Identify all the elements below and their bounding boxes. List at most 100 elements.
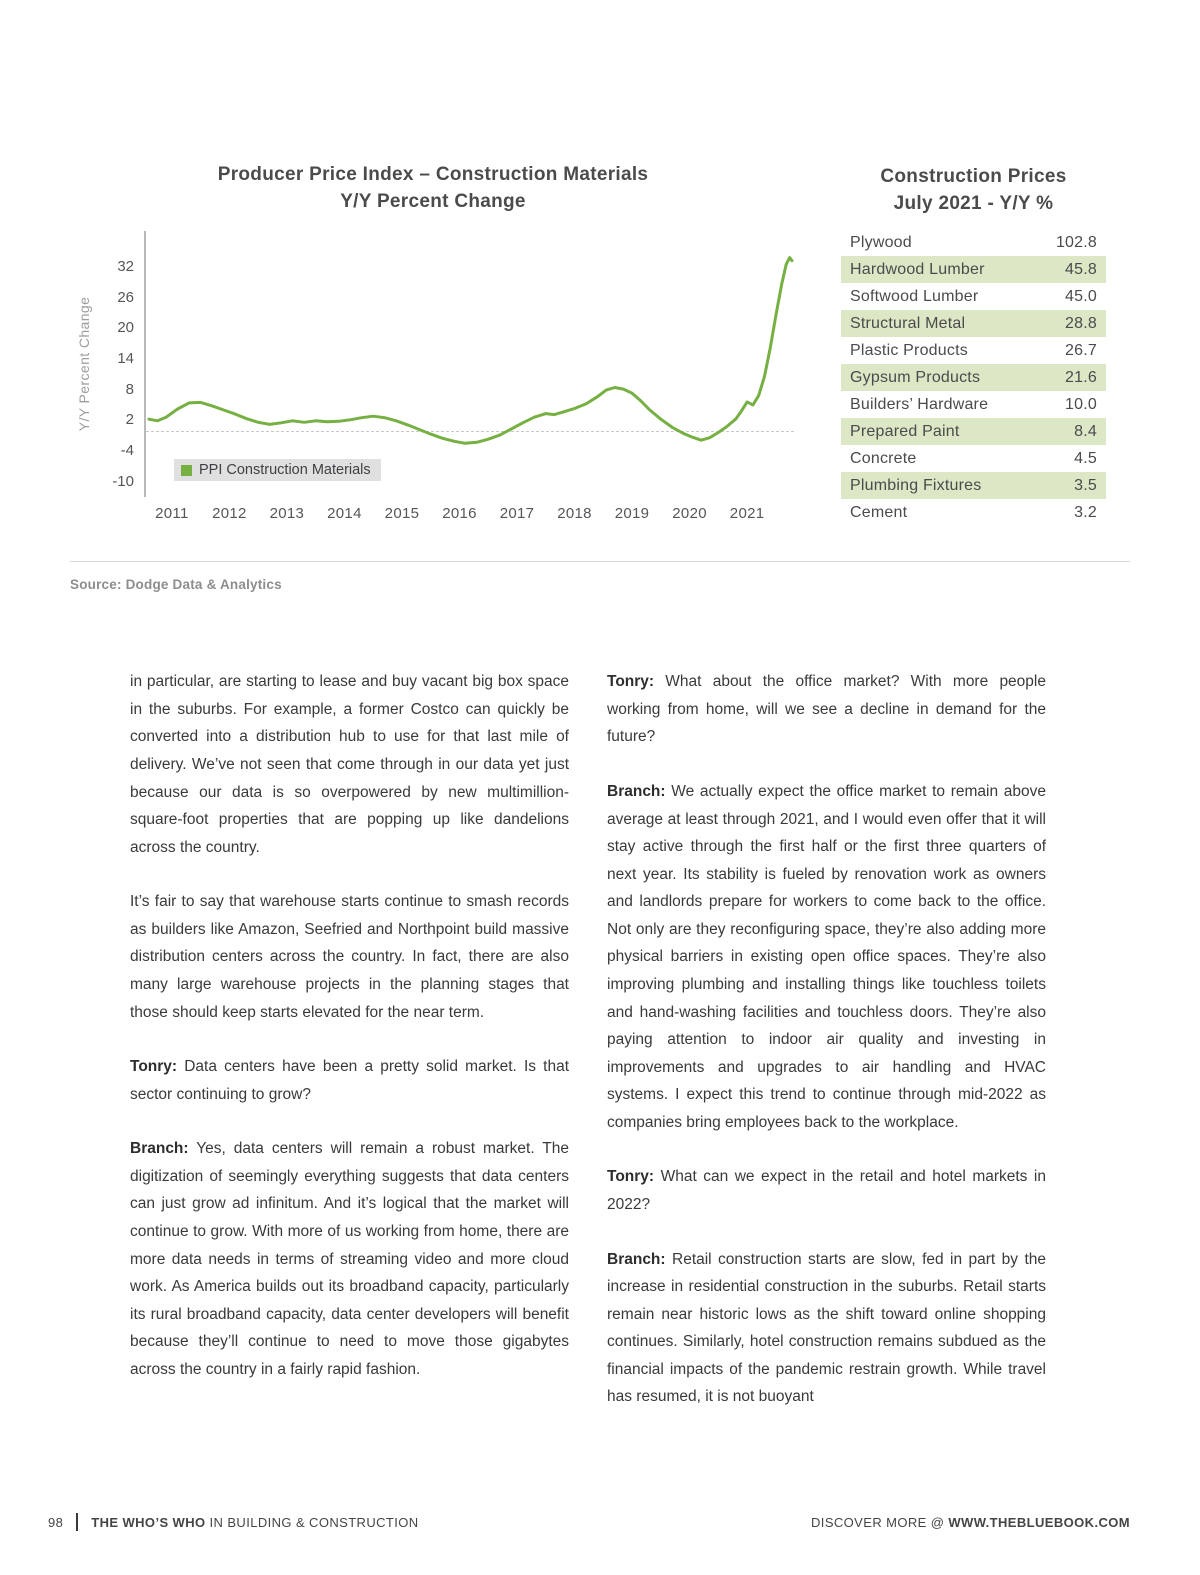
- chart-body: Y/Y Percent Change 32 26 20 14 8 2 -4 -10 PPI C…: [70, 231, 796, 498]
- article-paragraph: Branch: Yes, data centers will remain a …: [130, 1140, 569, 1378]
- y-tick-label: -10: [112, 472, 134, 490]
- speaker-label: Branch:: [130, 1140, 189, 1158]
- material-value: 10.0: [1065, 395, 1097, 413]
- speaker-label: Tonry:: [607, 1168, 655, 1186]
- article-body: in particular, are starting to lease and…: [0, 592, 1200, 1438]
- article-paragraph: It’s fair to say that warehouse starts c…: [130, 893, 569, 1021]
- x-tick-label: 2018: [557, 505, 592, 523]
- y-tick-label: -4: [120, 442, 134, 460]
- footer-right: DISCOVER MORE @ WWW.THEBLUEBOOK.COM: [811, 1515, 1130, 1530]
- y-tick-label: 20: [117, 319, 134, 337]
- x-tick-label: 2012: [212, 505, 247, 523]
- legend-label: PPI Construction Materials: [199, 462, 371, 479]
- y-tick-label: 26: [117, 288, 134, 306]
- chart-title-line2: Y/Y Percent Change: [340, 190, 526, 212]
- material-label: Softwood Lumber: [850, 287, 979, 305]
- material-label: Builders’ Hardware: [850, 395, 989, 413]
- material-label: Concrete: [850, 449, 917, 467]
- speaker-label: Branch:: [607, 1250, 666, 1268]
- price-row: Softwood Lumber 45.0: [841, 283, 1106, 310]
- material-value: 8.4: [1074, 422, 1097, 440]
- chart-legend: PPI Construction Materials: [174, 459, 381, 482]
- y-axis-title: Y/Y Percent Change: [70, 231, 98, 497]
- article-paragraph: Branch: We actually expect the office ma…: [607, 782, 1046, 1131]
- y-tick-label: 2: [125, 411, 134, 429]
- price-row: Gypsum Products 21.6: [841, 364, 1106, 392]
- price-row: Concrete 4.5: [841, 445, 1106, 472]
- page-number: 98: [48, 1514, 64, 1530]
- ppi-series-line: [147, 256, 794, 445]
- page-footer: 98 THE WHO’S WHO IN BUILDING & CONSTRUCT…: [48, 1513, 1130, 1531]
- plot-area: PPI Construction Materials: [144, 231, 794, 498]
- chart-title: Producer Price Index – Construction Mate…: [70, 162, 796, 215]
- speaker-label: Tonry:: [607, 673, 655, 691]
- x-tick-label: 2016: [442, 505, 477, 523]
- price-rows: Plywood 102.8 Hardwood Lumber 45.8 Softwood …: [841, 229, 1106, 526]
- speaker-label: Tonry:: [130, 1058, 178, 1076]
- x-tick-label: 2014: [327, 505, 362, 523]
- legend-swatch-icon: [181, 464, 192, 476]
- price-row: Builders’ Hardware 10.0: [841, 391, 1106, 418]
- table-title: Construction Prices July 2021 - Y/Y %: [841, 164, 1106, 217]
- material-label: Prepared Paint: [850, 422, 960, 440]
- x-tick-label: 2021: [729, 505, 765, 523]
- footer-publication-bold: THE WHO’S WHO: [91, 1514, 206, 1530]
- chart-canvas: [147, 256, 794, 445]
- article-paragraph: Branch: Retail construction starts are s…: [607, 1250, 1046, 1406]
- table-title-line1: Construction Prices: [880, 166, 1067, 187]
- footer-website-url: WWW.THEBLUEBOOK.COM: [948, 1514, 1130, 1530]
- material-value: 3.5: [1074, 476, 1097, 494]
- section-divider: [70, 561, 1130, 563]
- price-row: Plywood 102.8: [841, 229, 1106, 256]
- material-label: Plywood: [850, 233, 912, 251]
- material-value: 21.6: [1065, 368, 1097, 386]
- material-value: 28.8: [1065, 314, 1097, 332]
- footer-divider-bar: [76, 1513, 79, 1531]
- zero-gridline: [146, 430, 794, 432]
- x-tick-label: 2015: [384, 505, 420, 523]
- material-value: 45.8: [1065, 260, 1097, 278]
- material-label: Cement: [850, 503, 908, 521]
- x-tick-label: 2019: [614, 505, 650, 523]
- material-label: Structural Metal: [850, 314, 966, 332]
- material-label: Plastic Products: [850, 341, 968, 359]
- y-tick-label: 32: [117, 257, 134, 275]
- x-axis-labels: 2011 2012 2013 2014 2015 2016 2017 2018 2019 2020…: [146, 505, 796, 527]
- y-axis-ticks: 32 26 20 14 8 2 -4 -10: [98, 231, 144, 497]
- article-left-column: in particular, are starting to lease and…: [130, 668, 569, 1438]
- price-row: Plumbing Fixtures 3.5: [841, 472, 1106, 500]
- x-tick-label: 2011: [155, 505, 189, 523]
- material-value: 45.0: [1065, 287, 1097, 305]
- article-paragraph: in particular, are starting to lease and…: [130, 673, 569, 856]
- price-row: Structural Metal 28.8: [841, 310, 1106, 338]
- source-credit: Source: Dodge Data & Analytics: [70, 577, 282, 593]
- table-title-line2: July 2021 - Y/Y %: [893, 192, 1054, 214]
- price-row: Cement 3.2: [841, 499, 1106, 526]
- price-row: Prepared Paint 8.4: [841, 418, 1106, 446]
- footer-discover-text: DISCOVER MORE @: [811, 1514, 949, 1530]
- price-row: Plastic Products 26.7: [841, 337, 1106, 364]
- x-tick-label: 2017: [499, 505, 535, 523]
- material-value: 102.8: [1055, 233, 1097, 251]
- y-axis-title-text: Y/Y Percent Change: [76, 296, 92, 432]
- figures-section: Producer Price Index – Construction Mate…: [0, 0, 1200, 527]
- footer-publication: THE WHO’S WHO IN BUILDING & CONSTRUCTION: [91, 1515, 418, 1530]
- footer-publication-rest: IN BUILDING & CONSTRUCTION: [205, 1514, 419, 1530]
- article-right-column: Tonry: What about the office market? Wit…: [607, 668, 1046, 1438]
- x-tick-label: 2013: [269, 505, 305, 523]
- speaker-label: Branch:: [607, 782, 666, 800]
- x-tick-label: 2020: [672, 505, 707, 523]
- material-label: Hardwood Lumber: [850, 260, 985, 278]
- material-value: 3.2: [1074, 503, 1097, 521]
- price-row: Hardwood Lumber 45.8: [841, 256, 1106, 284]
- material-value: 26.7: [1065, 341, 1097, 359]
- footer-left: 98 THE WHO’S WHO IN BUILDING & CONSTRUCT…: [48, 1513, 419, 1531]
- construction-prices-table: Construction Prices July 2021 - Y/Y % Pl…: [841, 162, 1106, 526]
- chart-title-line1: Producer Price Index – Construction Mate…: [217, 164, 649, 185]
- material-label: Gypsum Products: [850, 368, 981, 386]
- article-paragraph: Tonry: What about the office market? Wit…: [607, 673, 1046, 746]
- article-paragraph: Tonry: What can we expect in the retail …: [607, 1168, 1046, 1214]
- material-value: 4.5: [1074, 449, 1097, 467]
- y-tick-label: 14: [117, 350, 134, 368]
